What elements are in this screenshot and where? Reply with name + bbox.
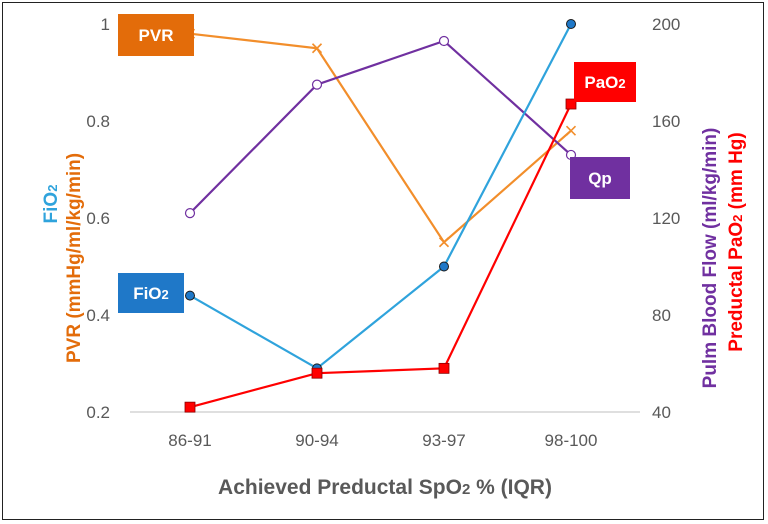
series-line-fio2 bbox=[189, 23, 572, 370]
left-axis-title-pvr: PVR (mmHg/ml/kg/min) bbox=[64, 153, 85, 363]
data-point-qp bbox=[184, 208, 196, 219]
right-axis-title-pao2: Preductal PaO2 (mm Hg) bbox=[726, 132, 747, 351]
x-tick-label: 98-100 bbox=[545, 431, 598, 450]
left-axis-title-fio2: FiO2 bbox=[41, 185, 62, 224]
data-point-qp bbox=[311, 79, 323, 90]
x-tick-label: 93-97 bbox=[422, 431, 465, 450]
series-label-pvr: PVR bbox=[139, 26, 174, 45]
data-point-pao2 bbox=[311, 367, 323, 379]
left-tick-label: 1 bbox=[101, 15, 110, 34]
data-point-qp bbox=[438, 35, 450, 47]
left-tick-label: 0.6 bbox=[86, 209, 110, 228]
series-label-box-pvr bbox=[118, 14, 194, 56]
series-label-fio2: FiO2 bbox=[133, 284, 169, 303]
data-point-pvr bbox=[438, 237, 450, 248]
data-point-fio2 bbox=[439, 261, 449, 272]
data-point-pvr bbox=[565, 125, 577, 136]
series-label-box-qp bbox=[570, 157, 630, 199]
x-tick-label: 90-94 bbox=[295, 431, 338, 450]
left-tick-label: 0.4 bbox=[86, 306, 110, 325]
series-line-pao2 bbox=[189, 103, 572, 409]
data-point-pvr bbox=[311, 43, 323, 54]
left-tick-label: 0.2 bbox=[86, 403, 110, 422]
data-point-fio2 bbox=[566, 19, 576, 29]
series-label-box-pao2 bbox=[574, 62, 636, 102]
right-tick-label: 40 bbox=[652, 403, 671, 422]
right-tick-label: 120 bbox=[652, 209, 680, 228]
series-line-qp bbox=[189, 39, 572, 214]
data-point-pao2 bbox=[184, 401, 196, 413]
series-label-box-fio2 bbox=[118, 273, 184, 313]
right-tick-label: 160 bbox=[652, 112, 680, 131]
right-axis-title-qp: Pulm Blood Flow (ml/kg/min) bbox=[700, 128, 721, 389]
series-line-pvr bbox=[189, 32, 572, 244]
right-tick-label: 200 bbox=[652, 15, 680, 34]
series-label-pao2: PaO2 bbox=[584, 73, 625, 92]
series-label-qp: Qp bbox=[588, 169, 612, 188]
x-tick-label: 86-91 bbox=[168, 431, 211, 450]
x-axis-title: Achieved Preductal SpO2 % (IQR) bbox=[218, 476, 552, 499]
data-point-pao2 bbox=[565, 98, 577, 110]
data-point-fio2 bbox=[185, 290, 195, 301]
left-tick-label: 0.8 bbox=[86, 112, 110, 131]
data-point-pao2 bbox=[438, 362, 450, 374]
right-tick-label: 80 bbox=[652, 306, 671, 325]
